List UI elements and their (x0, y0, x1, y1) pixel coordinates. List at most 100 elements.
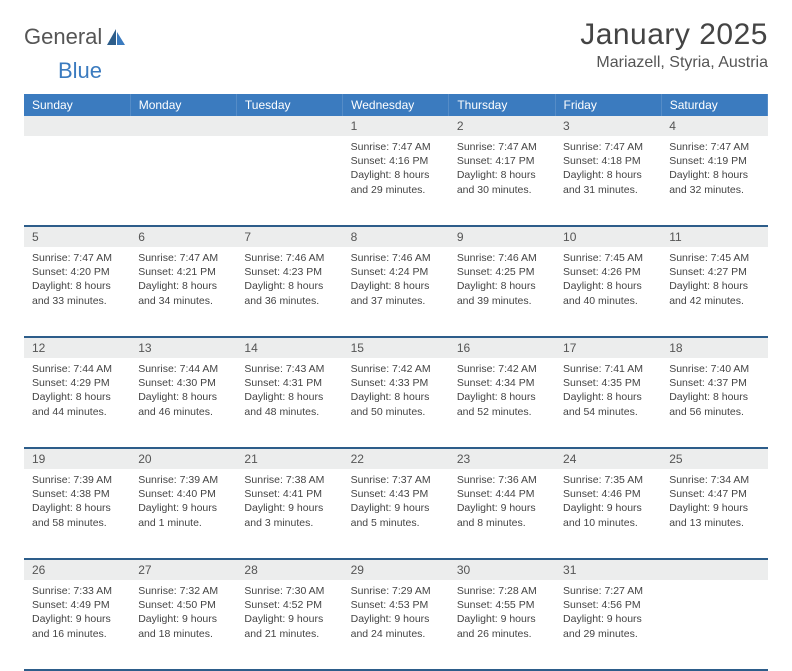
day-number-cell: 13 (130, 337, 236, 358)
day-header: Thursday (449, 94, 555, 116)
daylight-line: Daylight: 9 hours and 10 minutes. (563, 501, 653, 529)
day-body-cell (130, 136, 236, 226)
day-body-cell: Sunrise: 7:45 AMSunset: 4:26 PMDaylight:… (555, 247, 661, 337)
sunset-line: Sunset: 4:46 PM (563, 487, 653, 501)
day-detail: Sunrise: 7:32 AMSunset: 4:50 PMDaylight:… (130, 580, 236, 647)
day-body-cell (236, 136, 342, 226)
day-header: Saturday (661, 94, 767, 116)
sunset-line: Sunset: 4:33 PM (351, 376, 441, 390)
sunrise-line: Sunrise: 7:35 AM (563, 473, 653, 487)
brand-sail-icon (105, 27, 127, 47)
day-number-cell: 11 (661, 226, 767, 247)
day-body-cell: Sunrise: 7:36 AMSunset: 4:44 PMDaylight:… (449, 469, 555, 559)
day-body-cell: Sunrise: 7:29 AMSunset: 4:53 PMDaylight:… (343, 580, 449, 670)
day-number-cell: 8 (343, 226, 449, 247)
day-detail: Sunrise: 7:45 AMSunset: 4:27 PMDaylight:… (661, 247, 767, 314)
calendar-body: 1234Sunrise: 7:47 AMSunset: 4:16 PMDayli… (24, 116, 768, 670)
daylight-line: Daylight: 8 hours and 48 minutes. (244, 390, 334, 418)
week-number-row: 1234 (24, 116, 768, 136)
sunrise-line: Sunrise: 7:44 AM (138, 362, 228, 376)
day-number-cell: 31 (555, 559, 661, 580)
sunrise-line: Sunrise: 7:41 AM (563, 362, 653, 376)
sunset-line: Sunset: 4:30 PM (138, 376, 228, 390)
sunset-line: Sunset: 4:53 PM (351, 598, 441, 612)
day-number-cell: 26 (24, 559, 130, 580)
day-body-cell: Sunrise: 7:37 AMSunset: 4:43 PMDaylight:… (343, 469, 449, 559)
sunset-line: Sunset: 4:43 PM (351, 487, 441, 501)
daylight-line: Daylight: 9 hours and 18 minutes. (138, 612, 228, 640)
calendar-head: SundayMondayTuesdayWednesdayThursdayFrid… (24, 94, 768, 116)
daylight-line: Daylight: 8 hours and 42 minutes. (669, 279, 759, 307)
day-body-cell: Sunrise: 7:47 AMSunset: 4:18 PMDaylight:… (555, 136, 661, 226)
daylight-line: Daylight: 8 hours and 56 minutes. (669, 390, 759, 418)
daylight-line: Daylight: 8 hours and 52 minutes. (457, 390, 547, 418)
day-body-cell: Sunrise: 7:27 AMSunset: 4:56 PMDaylight:… (555, 580, 661, 670)
sunset-line: Sunset: 4:27 PM (669, 265, 759, 279)
day-detail: Sunrise: 7:42 AMSunset: 4:34 PMDaylight:… (449, 358, 555, 425)
daylight-line: Daylight: 9 hours and 1 minute. (138, 501, 228, 529)
day-detail: Sunrise: 7:46 AMSunset: 4:24 PMDaylight:… (343, 247, 449, 314)
daylight-line: Daylight: 8 hours and 58 minutes. (32, 501, 122, 529)
day-detail: Sunrise: 7:47 AMSunset: 4:16 PMDaylight:… (343, 136, 449, 203)
day-body-cell: Sunrise: 7:28 AMSunset: 4:55 PMDaylight:… (449, 580, 555, 670)
day-detail: Sunrise: 7:44 AMSunset: 4:30 PMDaylight:… (130, 358, 236, 425)
day-header-row: SundayMondayTuesdayWednesdayThursdayFrid… (24, 94, 768, 116)
day-detail: Sunrise: 7:47 AMSunset: 4:18 PMDaylight:… (555, 136, 661, 203)
day-number-cell (661, 559, 767, 580)
sunrise-line: Sunrise: 7:38 AM (244, 473, 334, 487)
day-body-cell: Sunrise: 7:42 AMSunset: 4:33 PMDaylight:… (343, 358, 449, 448)
day-number-cell: 23 (449, 448, 555, 469)
sunrise-line: Sunrise: 7:30 AM (244, 584, 334, 598)
sunrise-line: Sunrise: 7:45 AM (669, 251, 759, 265)
day-detail: Sunrise: 7:39 AMSunset: 4:40 PMDaylight:… (130, 469, 236, 536)
sunrise-line: Sunrise: 7:36 AM (457, 473, 547, 487)
day-number-cell: 2 (449, 116, 555, 136)
day-detail: Sunrise: 7:38 AMSunset: 4:41 PMDaylight:… (236, 469, 342, 536)
daylight-line: Daylight: 8 hours and 30 minutes. (457, 168, 547, 196)
sunset-line: Sunset: 4:24 PM (351, 265, 441, 279)
sunset-line: Sunset: 4:38 PM (32, 487, 122, 501)
day-header: Friday (555, 94, 661, 116)
day-detail: Sunrise: 7:41 AMSunset: 4:35 PMDaylight:… (555, 358, 661, 425)
day-number-cell: 5 (24, 226, 130, 247)
sunrise-line: Sunrise: 7:40 AM (669, 362, 759, 376)
sunrise-line: Sunrise: 7:44 AM (32, 362, 122, 376)
sunrise-line: Sunrise: 7:46 AM (457, 251, 547, 265)
day-body-cell: Sunrise: 7:47 AMSunset: 4:20 PMDaylight:… (24, 247, 130, 337)
sunrise-line: Sunrise: 7:47 AM (32, 251, 122, 265)
day-number-cell: 7 (236, 226, 342, 247)
sunset-line: Sunset: 4:17 PM (457, 154, 547, 168)
week-number-row: 12131415161718 (24, 337, 768, 358)
day-number-cell: 27 (130, 559, 236, 580)
daylight-line: Daylight: 9 hours and 5 minutes. (351, 501, 441, 529)
daylight-line: Daylight: 8 hours and 34 minutes. (138, 279, 228, 307)
daylight-line: Daylight: 8 hours and 46 minutes. (138, 390, 228, 418)
day-detail: Sunrise: 7:47 AMSunset: 4:21 PMDaylight:… (130, 247, 236, 314)
day-body-cell: Sunrise: 7:46 AMSunset: 4:25 PMDaylight:… (449, 247, 555, 337)
daylight-line: Daylight: 9 hours and 24 minutes. (351, 612, 441, 640)
sunrise-line: Sunrise: 7:34 AM (669, 473, 759, 487)
daylight-line: Daylight: 8 hours and 32 minutes. (669, 168, 759, 196)
daylight-line: Daylight: 8 hours and 50 minutes. (351, 390, 441, 418)
daylight-line: Daylight: 8 hours and 40 minutes. (563, 279, 653, 307)
sunrise-line: Sunrise: 7:42 AM (457, 362, 547, 376)
day-detail: Sunrise: 7:35 AMSunset: 4:46 PMDaylight:… (555, 469, 661, 536)
sunset-line: Sunset: 4:20 PM (32, 265, 122, 279)
day-number-cell: 10 (555, 226, 661, 247)
daylight-line: Daylight: 8 hours and 33 minutes. (32, 279, 122, 307)
sunset-line: Sunset: 4:19 PM (669, 154, 759, 168)
daylight-line: Daylight: 8 hours and 29 minutes. (351, 168, 441, 196)
sunrise-line: Sunrise: 7:37 AM (351, 473, 441, 487)
sunset-line: Sunset: 4:41 PM (244, 487, 334, 501)
day-number-cell: 16 (449, 337, 555, 358)
day-number-cell: 12 (24, 337, 130, 358)
week-number-row: 567891011 (24, 226, 768, 247)
daylight-line: Daylight: 8 hours and 54 minutes. (563, 390, 653, 418)
day-body-cell: Sunrise: 7:46 AMSunset: 4:23 PMDaylight:… (236, 247, 342, 337)
sunrise-line: Sunrise: 7:42 AM (351, 362, 441, 376)
day-number-cell (24, 116, 130, 136)
week-number-row: 19202122232425 (24, 448, 768, 469)
day-detail: Sunrise: 7:34 AMSunset: 4:47 PMDaylight:… (661, 469, 767, 536)
sunrise-line: Sunrise: 7:47 AM (457, 140, 547, 154)
day-detail: Sunrise: 7:27 AMSunset: 4:56 PMDaylight:… (555, 580, 661, 647)
